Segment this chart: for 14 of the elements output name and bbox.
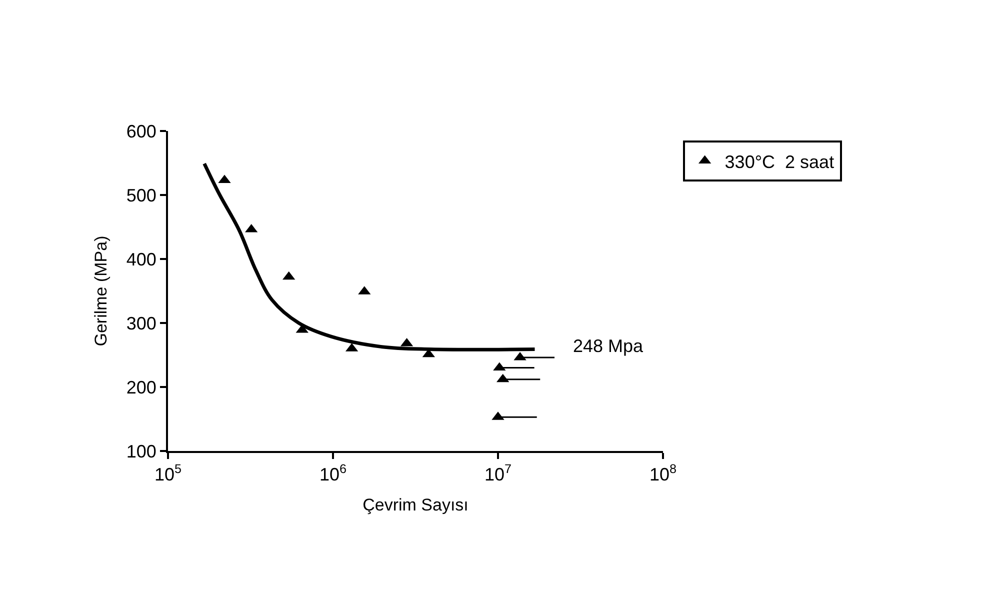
y-tick-label: 400	[126, 249, 156, 270]
x-axis-title: Çevrim Sayısı	[362, 496, 468, 514]
x-tick-label: 10$^{6}$	[319, 462, 347, 485]
y-tick-label: 500	[126, 185, 156, 206]
annotation: 248 Mpa	[573, 336, 644, 356]
y-axis-title: Gerilme (MPa)	[91, 236, 110, 346]
y-tick-label: 100	[126, 441, 156, 462]
y-tick-label: 200	[126, 377, 156, 398]
x-tick-label: 10$^{8}$	[649, 462, 677, 485]
y-tick-label: 300	[126, 313, 156, 334]
x-tick-label: 10$^{5}$	[154, 462, 182, 485]
y-tick-label: 600	[126, 121, 156, 142]
legend-label: 330°C 2 saat	[724, 152, 834, 172]
x-tick-label: 10$^{7}$	[484, 462, 512, 485]
